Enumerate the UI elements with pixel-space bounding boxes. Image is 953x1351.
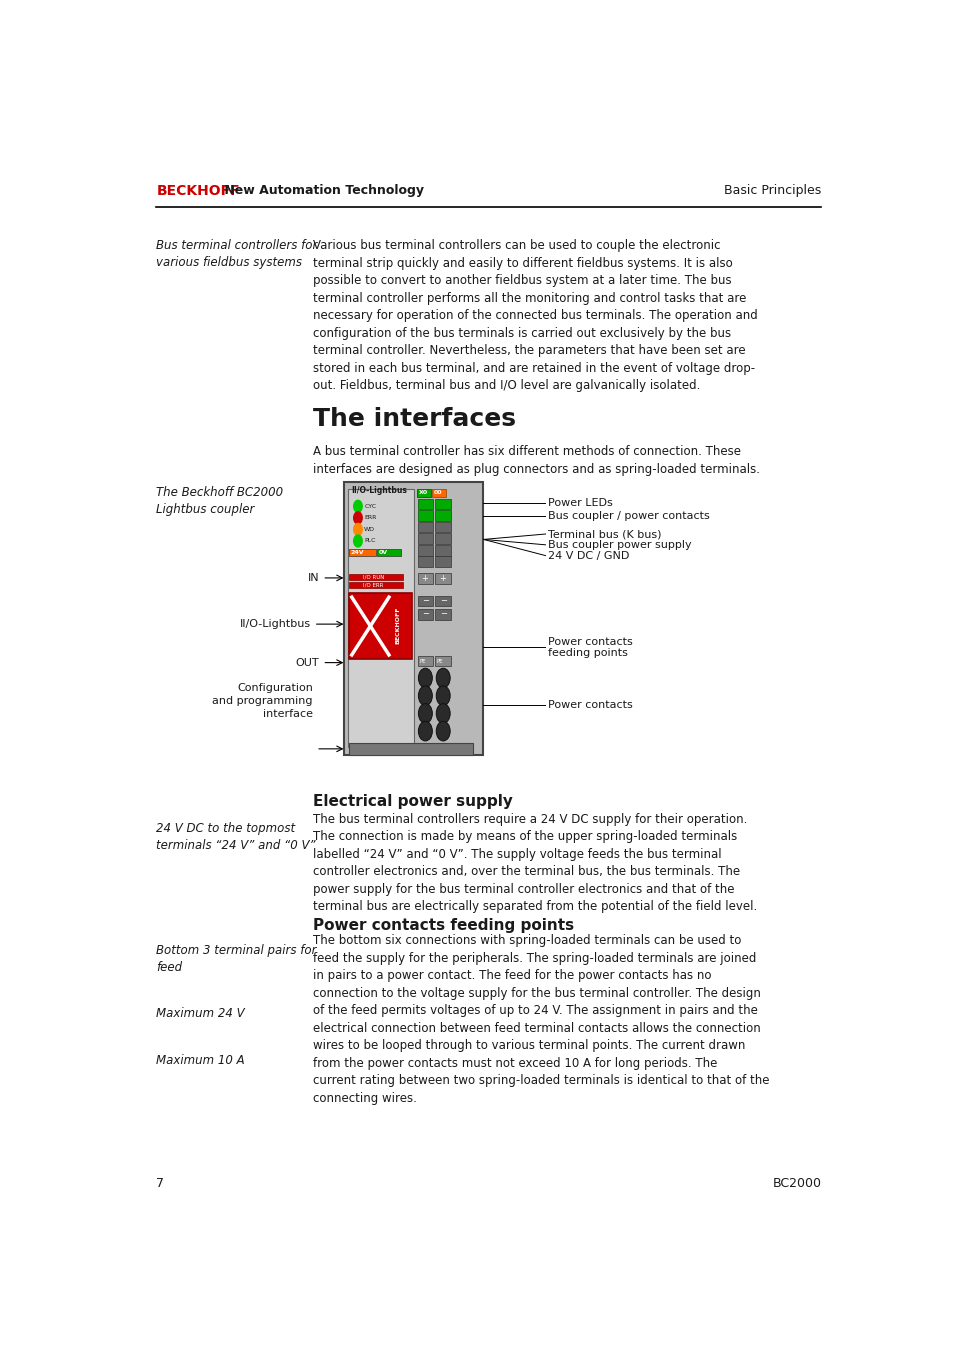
Text: 24 V DC / GND: 24 V DC / GND bbox=[547, 551, 629, 561]
Text: BECKHOFF: BECKHOFF bbox=[395, 607, 400, 644]
Text: 24 V DC to the topmost
terminals “24 V” and “0 V”: 24 V DC to the topmost terminals “24 V” … bbox=[156, 821, 315, 852]
Text: WD: WD bbox=[364, 527, 375, 532]
Text: BECKHOFF: BECKHOFF bbox=[156, 184, 240, 197]
FancyBboxPatch shape bbox=[435, 521, 451, 532]
Text: −: − bbox=[422, 597, 429, 605]
FancyBboxPatch shape bbox=[435, 609, 451, 620]
Circle shape bbox=[436, 721, 450, 740]
Text: X0: X0 bbox=[418, 490, 427, 494]
Circle shape bbox=[436, 669, 450, 688]
FancyBboxPatch shape bbox=[348, 489, 414, 747]
Circle shape bbox=[418, 669, 432, 688]
Text: PE: PE bbox=[436, 658, 443, 663]
FancyBboxPatch shape bbox=[344, 482, 483, 755]
Text: Basic Principles: Basic Principles bbox=[723, 184, 821, 197]
Circle shape bbox=[418, 704, 432, 723]
Text: Bus coupler power supply: Bus coupler power supply bbox=[547, 540, 691, 550]
Circle shape bbox=[436, 704, 450, 723]
FancyBboxPatch shape bbox=[435, 596, 451, 607]
Text: Bus coupler / power contacts: Bus coupler / power contacts bbox=[547, 511, 709, 521]
FancyBboxPatch shape bbox=[435, 573, 451, 584]
Text: The Beckhoff BC2000
Lightbus coupler: The Beckhoff BC2000 Lightbus coupler bbox=[156, 485, 283, 516]
FancyBboxPatch shape bbox=[348, 582, 402, 588]
Text: II/O-Lightbus: II/O-Lightbus bbox=[352, 485, 407, 494]
FancyBboxPatch shape bbox=[377, 550, 400, 557]
FancyBboxPatch shape bbox=[417, 655, 433, 666]
Text: OUT: OUT bbox=[295, 658, 319, 667]
FancyBboxPatch shape bbox=[435, 511, 451, 521]
FancyBboxPatch shape bbox=[435, 499, 451, 509]
Text: +: + bbox=[439, 574, 446, 584]
Text: −: − bbox=[422, 609, 429, 619]
Text: 7: 7 bbox=[156, 1177, 164, 1190]
Text: 00: 00 bbox=[434, 490, 442, 494]
Text: −: − bbox=[439, 609, 447, 619]
FancyBboxPatch shape bbox=[435, 655, 451, 666]
Text: Power contacts feeding points: Power contacts feeding points bbox=[313, 919, 574, 934]
Circle shape bbox=[354, 535, 362, 547]
Text: Bus terminal controllers for
various fieldbus systems: Bus terminal controllers for various fie… bbox=[156, 239, 317, 269]
FancyBboxPatch shape bbox=[432, 489, 446, 497]
Circle shape bbox=[418, 686, 432, 705]
Text: Maximum 24 V: Maximum 24 V bbox=[156, 1006, 245, 1020]
Text: PE: PE bbox=[418, 658, 425, 663]
Text: Power LEDs: Power LEDs bbox=[547, 499, 612, 508]
Text: I/O RUN: I/O RUN bbox=[362, 574, 383, 580]
Circle shape bbox=[354, 512, 362, 524]
Text: The bottom six connections with spring-loaded terminals can be used to
feed the : The bottom six connections with spring-l… bbox=[313, 935, 769, 1105]
Text: Electrical power supply: Electrical power supply bbox=[313, 793, 513, 808]
FancyBboxPatch shape bbox=[348, 574, 402, 580]
Text: Bottom 3 terminal pairs for
feed: Bottom 3 terminal pairs for feed bbox=[156, 943, 316, 974]
FancyBboxPatch shape bbox=[435, 534, 451, 544]
FancyBboxPatch shape bbox=[435, 557, 451, 567]
Text: The interfaces: The interfaces bbox=[313, 407, 516, 431]
Text: New Automation Technology: New Automation Technology bbox=[220, 184, 423, 197]
Text: feeding points: feeding points bbox=[547, 648, 627, 658]
Text: CYC: CYC bbox=[364, 504, 375, 509]
FancyBboxPatch shape bbox=[417, 534, 433, 544]
Text: Maximum 10 A: Maximum 10 A bbox=[156, 1054, 245, 1067]
Circle shape bbox=[354, 500, 362, 512]
FancyBboxPatch shape bbox=[348, 550, 375, 557]
Text: IN: IN bbox=[307, 573, 319, 582]
Text: Terminal bus (K bus): Terminal bus (K bus) bbox=[547, 530, 660, 539]
Text: BC2000: BC2000 bbox=[772, 1177, 821, 1190]
Text: PLC: PLC bbox=[364, 539, 375, 543]
FancyBboxPatch shape bbox=[417, 557, 433, 567]
FancyBboxPatch shape bbox=[417, 573, 433, 584]
Text: ERR: ERR bbox=[364, 515, 376, 520]
FancyBboxPatch shape bbox=[435, 544, 451, 555]
FancyBboxPatch shape bbox=[417, 609, 433, 620]
FancyBboxPatch shape bbox=[417, 596, 433, 607]
FancyBboxPatch shape bbox=[417, 521, 433, 532]
Text: Configuration
and programming
interface: Configuration and programming interface bbox=[213, 684, 313, 719]
Text: +: + bbox=[421, 574, 428, 584]
Text: The bus terminal controllers require a 24 V DC supply for their operation.
The c: The bus terminal controllers require a 2… bbox=[313, 813, 757, 913]
Text: A bus terminal controller has six different methods of connection. These
interfa: A bus terminal controller has six differ… bbox=[313, 446, 760, 476]
Text: Various bus terminal controllers can be used to couple the electronic
terminal s: Various bus terminal controllers can be … bbox=[313, 239, 757, 392]
Circle shape bbox=[436, 686, 450, 705]
Text: II/O-Lightbus: II/O-Lightbus bbox=[239, 619, 311, 630]
FancyBboxPatch shape bbox=[417, 511, 433, 521]
FancyBboxPatch shape bbox=[417, 544, 433, 555]
Text: I/O ERR: I/O ERR bbox=[362, 582, 382, 588]
Text: Power contacts: Power contacts bbox=[547, 636, 632, 647]
FancyBboxPatch shape bbox=[417, 499, 433, 509]
FancyBboxPatch shape bbox=[348, 593, 412, 659]
Text: 24V: 24V bbox=[350, 550, 363, 555]
Text: −: − bbox=[439, 597, 447, 605]
Circle shape bbox=[418, 721, 432, 740]
Text: Power contacts: Power contacts bbox=[547, 700, 632, 711]
FancyBboxPatch shape bbox=[416, 489, 431, 497]
FancyBboxPatch shape bbox=[348, 743, 472, 755]
Circle shape bbox=[354, 523, 362, 535]
Text: 0V: 0V bbox=[378, 550, 388, 555]
